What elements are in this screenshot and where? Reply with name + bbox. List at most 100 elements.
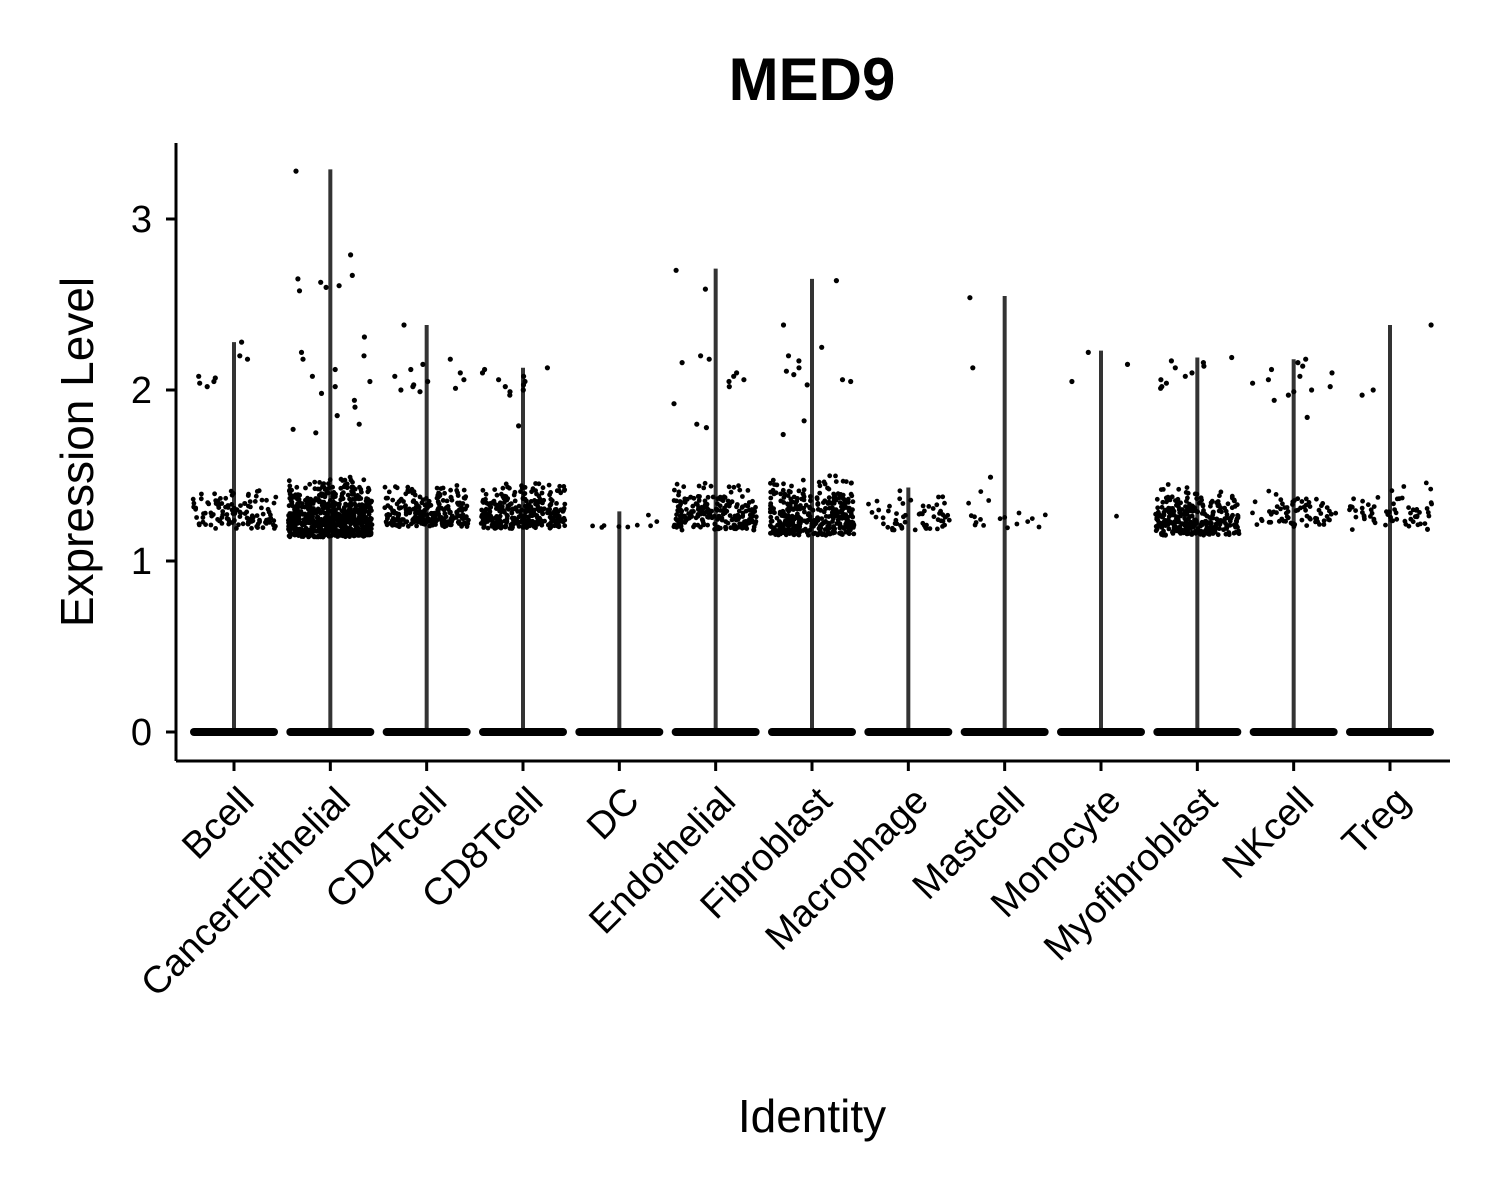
data-point bbox=[1185, 490, 1191, 496]
data-point bbox=[1194, 491, 1200, 497]
data-point bbox=[693, 515, 699, 521]
data-point bbox=[972, 514, 977, 520]
data-point bbox=[1365, 502, 1371, 508]
data-point bbox=[1124, 361, 1131, 367]
data-point bbox=[541, 497, 547, 503]
data-point bbox=[204, 384, 210, 390]
data-point bbox=[1170, 512, 1176, 518]
data-point bbox=[339, 491, 345, 497]
data-point bbox=[676, 489, 682, 495]
data-point bbox=[1304, 523, 1310, 528]
data-point bbox=[699, 517, 705, 522]
data-point bbox=[927, 526, 933, 531]
data-point bbox=[539, 522, 545, 528]
data-point bbox=[199, 491, 204, 497]
data-point bbox=[785, 353, 792, 359]
data-point bbox=[712, 521, 718, 527]
data-point bbox=[1384, 509, 1389, 515]
data-point bbox=[832, 494, 838, 500]
data-point bbox=[516, 423, 522, 429]
data-point bbox=[557, 483, 563, 489]
data-point bbox=[1383, 522, 1388, 528]
data-point bbox=[461, 520, 467, 526]
data-point bbox=[1175, 496, 1181, 502]
data-point bbox=[260, 511, 266, 517]
data-point bbox=[1250, 380, 1256, 386]
violin-group-monocyte bbox=[1057, 349, 1145, 736]
data-point bbox=[316, 499, 322, 505]
data-point bbox=[1353, 514, 1359, 520]
data-point bbox=[296, 493, 302, 498]
zero-points bbox=[286, 728, 375, 736]
data-point bbox=[808, 494, 813, 499]
data-point bbox=[978, 489, 984, 494]
data-point bbox=[358, 515, 364, 521]
data-point bbox=[408, 366, 414, 373]
data-point bbox=[319, 529, 324, 535]
data-point bbox=[791, 372, 797, 378]
data-point bbox=[773, 527, 778, 533]
data-point bbox=[768, 480, 773, 486]
data-point bbox=[325, 490, 331, 496]
data-point bbox=[443, 514, 449, 520]
data-point bbox=[407, 508, 413, 514]
data-point bbox=[316, 534, 321, 540]
data-point bbox=[1278, 506, 1283, 512]
data-point bbox=[727, 513, 733, 518]
data-point bbox=[244, 356, 251, 362]
data-point bbox=[519, 519, 525, 524]
data-point bbox=[294, 484, 300, 490]
data-point bbox=[725, 520, 731, 526]
zero-points bbox=[864, 728, 953, 736]
data-point bbox=[1226, 523, 1231, 528]
violin-group-myofibroblast bbox=[1153, 354, 1242, 736]
data-point bbox=[690, 503, 696, 509]
data-point bbox=[887, 503, 892, 509]
data-point bbox=[414, 509, 419, 515]
data-point bbox=[1183, 519, 1189, 525]
data-point bbox=[1371, 518, 1377, 523]
data-point bbox=[337, 501, 342, 507]
data-point bbox=[1370, 387, 1376, 393]
data-point bbox=[527, 509, 533, 515]
data-point bbox=[355, 520, 361, 525]
data-point bbox=[828, 513, 834, 519]
data-point bbox=[679, 527, 685, 533]
data-point bbox=[1229, 354, 1235, 361]
data-point bbox=[539, 490, 545, 496]
data-point bbox=[934, 502, 940, 508]
data-point bbox=[466, 517, 471, 523]
data-point bbox=[327, 508, 333, 514]
x-axis-label: Identity bbox=[738, 1090, 886, 1142]
data-point bbox=[309, 529, 315, 535]
data-point bbox=[672, 522, 677, 528]
data-point bbox=[768, 514, 774, 520]
data-point bbox=[496, 377, 502, 383]
data-point bbox=[365, 489, 371, 495]
data-point bbox=[1163, 380, 1169, 386]
data-point bbox=[926, 504, 932, 509]
data-point bbox=[674, 481, 680, 487]
data-point bbox=[1314, 516, 1320, 521]
data-point bbox=[299, 534, 305, 539]
data-point bbox=[831, 528, 837, 533]
data-point bbox=[253, 493, 259, 499]
data-point bbox=[307, 481, 313, 487]
data-point bbox=[323, 284, 329, 290]
data-point bbox=[403, 510, 409, 515]
data-point bbox=[702, 498, 708, 504]
data-point bbox=[347, 496, 352, 502]
data-point bbox=[296, 513, 302, 519]
data-point bbox=[679, 360, 685, 366]
data-point bbox=[323, 486, 329, 492]
data-point bbox=[1154, 496, 1160, 502]
data-point bbox=[409, 521, 414, 527]
data-point bbox=[480, 499, 486, 505]
data-point bbox=[654, 519, 660, 524]
data-point bbox=[1154, 515, 1160, 521]
data-point bbox=[705, 514, 710, 520]
data-point bbox=[481, 509, 486, 514]
violin-group-cd8tcell bbox=[478, 365, 568, 736]
data-point bbox=[1184, 531, 1190, 537]
